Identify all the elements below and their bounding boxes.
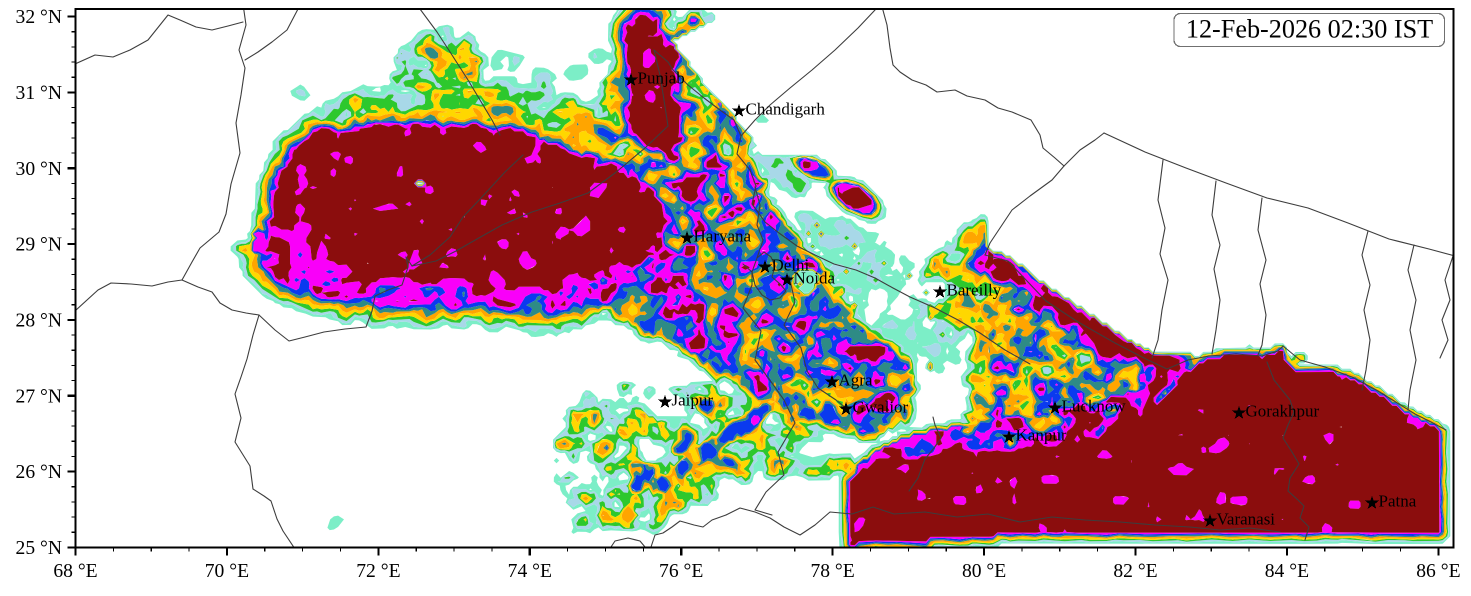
svg-text:28 °N: 28 °N (16, 311, 62, 332)
svg-text:72 °E: 72 °E (356, 561, 400, 582)
svg-text:31 °N: 31 °N (16, 83, 62, 104)
svg-text:26 °N: 26 °N (16, 462, 62, 483)
svg-text:Lucknow: Lucknow (1062, 397, 1127, 416)
svg-text:29 °N: 29 °N (16, 235, 62, 256)
svg-text:84 °E: 84 °E (1265, 561, 1309, 582)
svg-text:Kanpur: Kanpur (1016, 426, 1067, 445)
svg-text:Varanasi: Varanasi (1217, 510, 1276, 529)
svg-text:74 °E: 74 °E (508, 561, 552, 582)
svg-text:32 °N: 32 °N (16, 7, 62, 28)
svg-text:27 °N: 27 °N (16, 386, 62, 407)
svg-text:70 °E: 70 °E (205, 561, 249, 582)
svg-text:Patna: Patna (1379, 492, 1417, 511)
svg-text:Gorakhpur: Gorakhpur (1246, 402, 1320, 421)
svg-text:86 °E: 86 °E (1416, 561, 1460, 582)
svg-text:Agra: Agra (839, 371, 873, 390)
svg-text:82 °E: 82 °E (1113, 561, 1157, 582)
svg-text:Bareilly: Bareilly (947, 281, 1002, 300)
svg-text:25 °N: 25 °N (16, 538, 62, 559)
svg-text:Noida: Noida (794, 269, 836, 288)
svg-text:Delhi: Delhi (772, 256, 810, 275)
svg-text:Haryana: Haryana (694, 227, 752, 246)
svg-text:12-Feb-2026 02:30 IST: 12-Feb-2026 02:30 IST (1186, 15, 1433, 44)
svg-text:Punjab: Punjab (638, 69, 685, 88)
svg-text:76 °E: 76 °E (659, 561, 703, 582)
svg-text:30 °N: 30 °N (16, 159, 62, 180)
svg-text:Jaipur: Jaipur (672, 391, 714, 410)
svg-text:78 °E: 78 °E (810, 561, 854, 582)
svg-text:68 °E: 68 °E (53, 561, 97, 582)
svg-text:Gwalior: Gwalior (853, 398, 909, 417)
svg-text:Chandigarh: Chandigarh (746, 100, 826, 119)
svg-text:80 °E: 80 °E (962, 561, 1006, 582)
